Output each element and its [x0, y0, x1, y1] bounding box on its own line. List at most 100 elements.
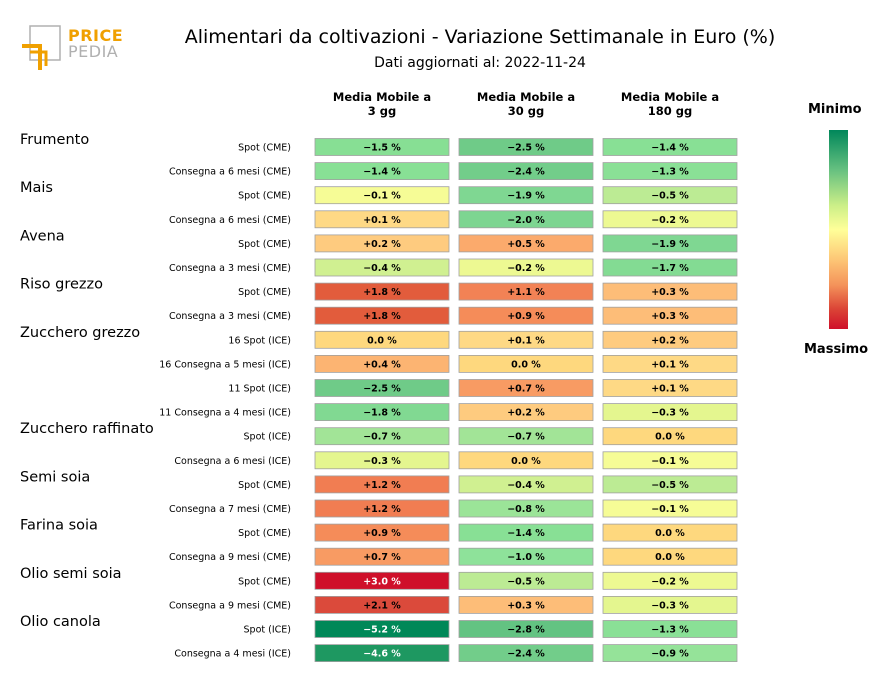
heat-cell [458, 644, 594, 662]
cell-value: −0.3 % [363, 456, 401, 467]
heat-cell [314, 330, 450, 349]
heat-cell [314, 620, 450, 638]
heat-cell [314, 282, 450, 301]
cell-value: −0.5 % [651, 191, 689, 202]
contract-label: Spot (CME) [238, 239, 291, 250]
cell-value: −1.9 % [651, 239, 689, 250]
column-header-180gg: Media Mobile a 180 gg [600, 90, 740, 118]
cell-value: −0.1 % [651, 504, 689, 515]
heat-cell [314, 571, 450, 590]
heat-cell [458, 571, 594, 590]
heat-cell [602, 499, 738, 518]
heat-cell [314, 258, 450, 277]
cell-value: 0.0 % [655, 552, 685, 563]
cell-value: +1.8 % [363, 311, 401, 322]
contract-label: Spot (CME) [238, 191, 291, 202]
heat-cell [458, 234, 594, 253]
heat-cell [602, 427, 738, 446]
heat-cell [602, 234, 738, 253]
cell-value: +0.7 % [363, 552, 401, 563]
cell-value: −1.8 % [363, 408, 401, 419]
heat-cell [602, 523, 738, 542]
commodity-label: Frumento [20, 132, 89, 148]
cell-value: 0.0 % [655, 432, 685, 443]
cell-value: −2.5 % [363, 384, 401, 395]
cell-value: +3.0 % [363, 576, 401, 587]
heat-cell [314, 403, 450, 422]
commodity-label: Avena [20, 228, 65, 244]
cell-value: −0.1 % [363, 191, 401, 202]
contract-label: Spot (ICE) [244, 432, 291, 443]
heat-cell [314, 523, 450, 542]
contract-label: 11 Consegna a 4 mesi (ICE) [159, 408, 291, 419]
commodity-label: Semi soia [20, 469, 90, 485]
cell-value: −0.9 % [651, 649, 689, 660]
cell-value: −1.7 % [651, 263, 689, 274]
heat-cell [314, 644, 450, 662]
cell-value: 0.0 % [511, 456, 541, 467]
commodity-label: Mais [20, 180, 53, 196]
contract-label: Consegna a 3 mesi (CME) [169, 311, 291, 322]
cell-value: −1.3 % [651, 625, 689, 636]
cell-value: +0.1 % [363, 215, 401, 226]
cell-value: −2.0 % [507, 215, 545, 226]
heat-cell [602, 571, 738, 590]
column-header-line1: Media Mobile a [332, 90, 432, 104]
cell-value: +2.1 % [363, 600, 401, 611]
heat-cell [602, 282, 738, 301]
heat-cell [458, 354, 594, 373]
heat-cell [602, 620, 738, 638]
logo-text-price: PRICE [68, 26, 124, 45]
heat-cell [314, 451, 450, 470]
heat-cell [602, 379, 738, 397]
heat-cell [314, 547, 450, 566]
column-header-line1: Media Mobile a [476, 90, 576, 104]
heat-cell [458, 596, 594, 614]
chart-title: Alimentari da coltivazioni - Variazione … [184, 26, 776, 48]
contract-label: Spot (ICE) [244, 625, 291, 636]
heat-cell [458, 330, 594, 349]
logo-mark-icon [22, 25, 61, 70]
heat-cell [458, 306, 594, 325]
commodity-label: Farina soia [20, 518, 98, 534]
cell-value: −1.5 % [363, 143, 401, 154]
cell-value: −1.4 % [651, 143, 689, 154]
heat-cell [458, 403, 594, 422]
column-header-line2: 3 gg [367, 104, 397, 118]
cell-value: 0.0 % [655, 528, 685, 539]
contract-label: Spot (CME) [238, 480, 291, 491]
heat-cell [602, 306, 738, 325]
cell-value: −0.4 % [363, 263, 401, 274]
commodity-label: Riso grezzo [20, 277, 103, 293]
heat-cell [458, 523, 594, 542]
pricepedia-logo: PRICE PEDIA [20, 24, 130, 74]
cell-value: −0.2 % [651, 576, 689, 587]
cell-value: +0.2 % [651, 335, 689, 346]
cell-value: −0.2 % [651, 215, 689, 226]
heat-cell [458, 379, 594, 397]
contract-label: Spot (CME) [238, 576, 291, 587]
heat-cell [458, 138, 594, 156]
column-header-3gg: Media Mobile a 3 gg [312, 90, 452, 118]
heat-cell [314, 354, 450, 373]
cell-value: −2.4 % [507, 649, 545, 660]
contract-label: Consegna a 7 mesi (CME) [169, 504, 291, 515]
cell-value: −0.1 % [651, 456, 689, 467]
cell-value: +0.1 % [651, 384, 689, 395]
cell-value: −0.2 % [507, 263, 545, 274]
cell-value: −1.9 % [507, 191, 545, 202]
cell-value: −0.3 % [651, 408, 689, 419]
heat-cell [458, 427, 594, 446]
cell-value: −4.6 % [363, 649, 401, 660]
cell-value: −0.5 % [507, 576, 545, 587]
cell-value: −0.7 % [507, 432, 545, 443]
column-header-line2: 30 gg [507, 104, 545, 118]
contract-label: Consegna a 6 mesi (CME) [169, 167, 291, 178]
heat-cell [458, 282, 594, 301]
commodity-label: Olio canola [20, 614, 101, 630]
cell-value: +0.9 % [507, 311, 545, 322]
cell-value: −2.5 % [507, 143, 545, 154]
legend-max-label: Massimo [804, 342, 869, 357]
contract-label: Spot (CME) [238, 287, 291, 298]
